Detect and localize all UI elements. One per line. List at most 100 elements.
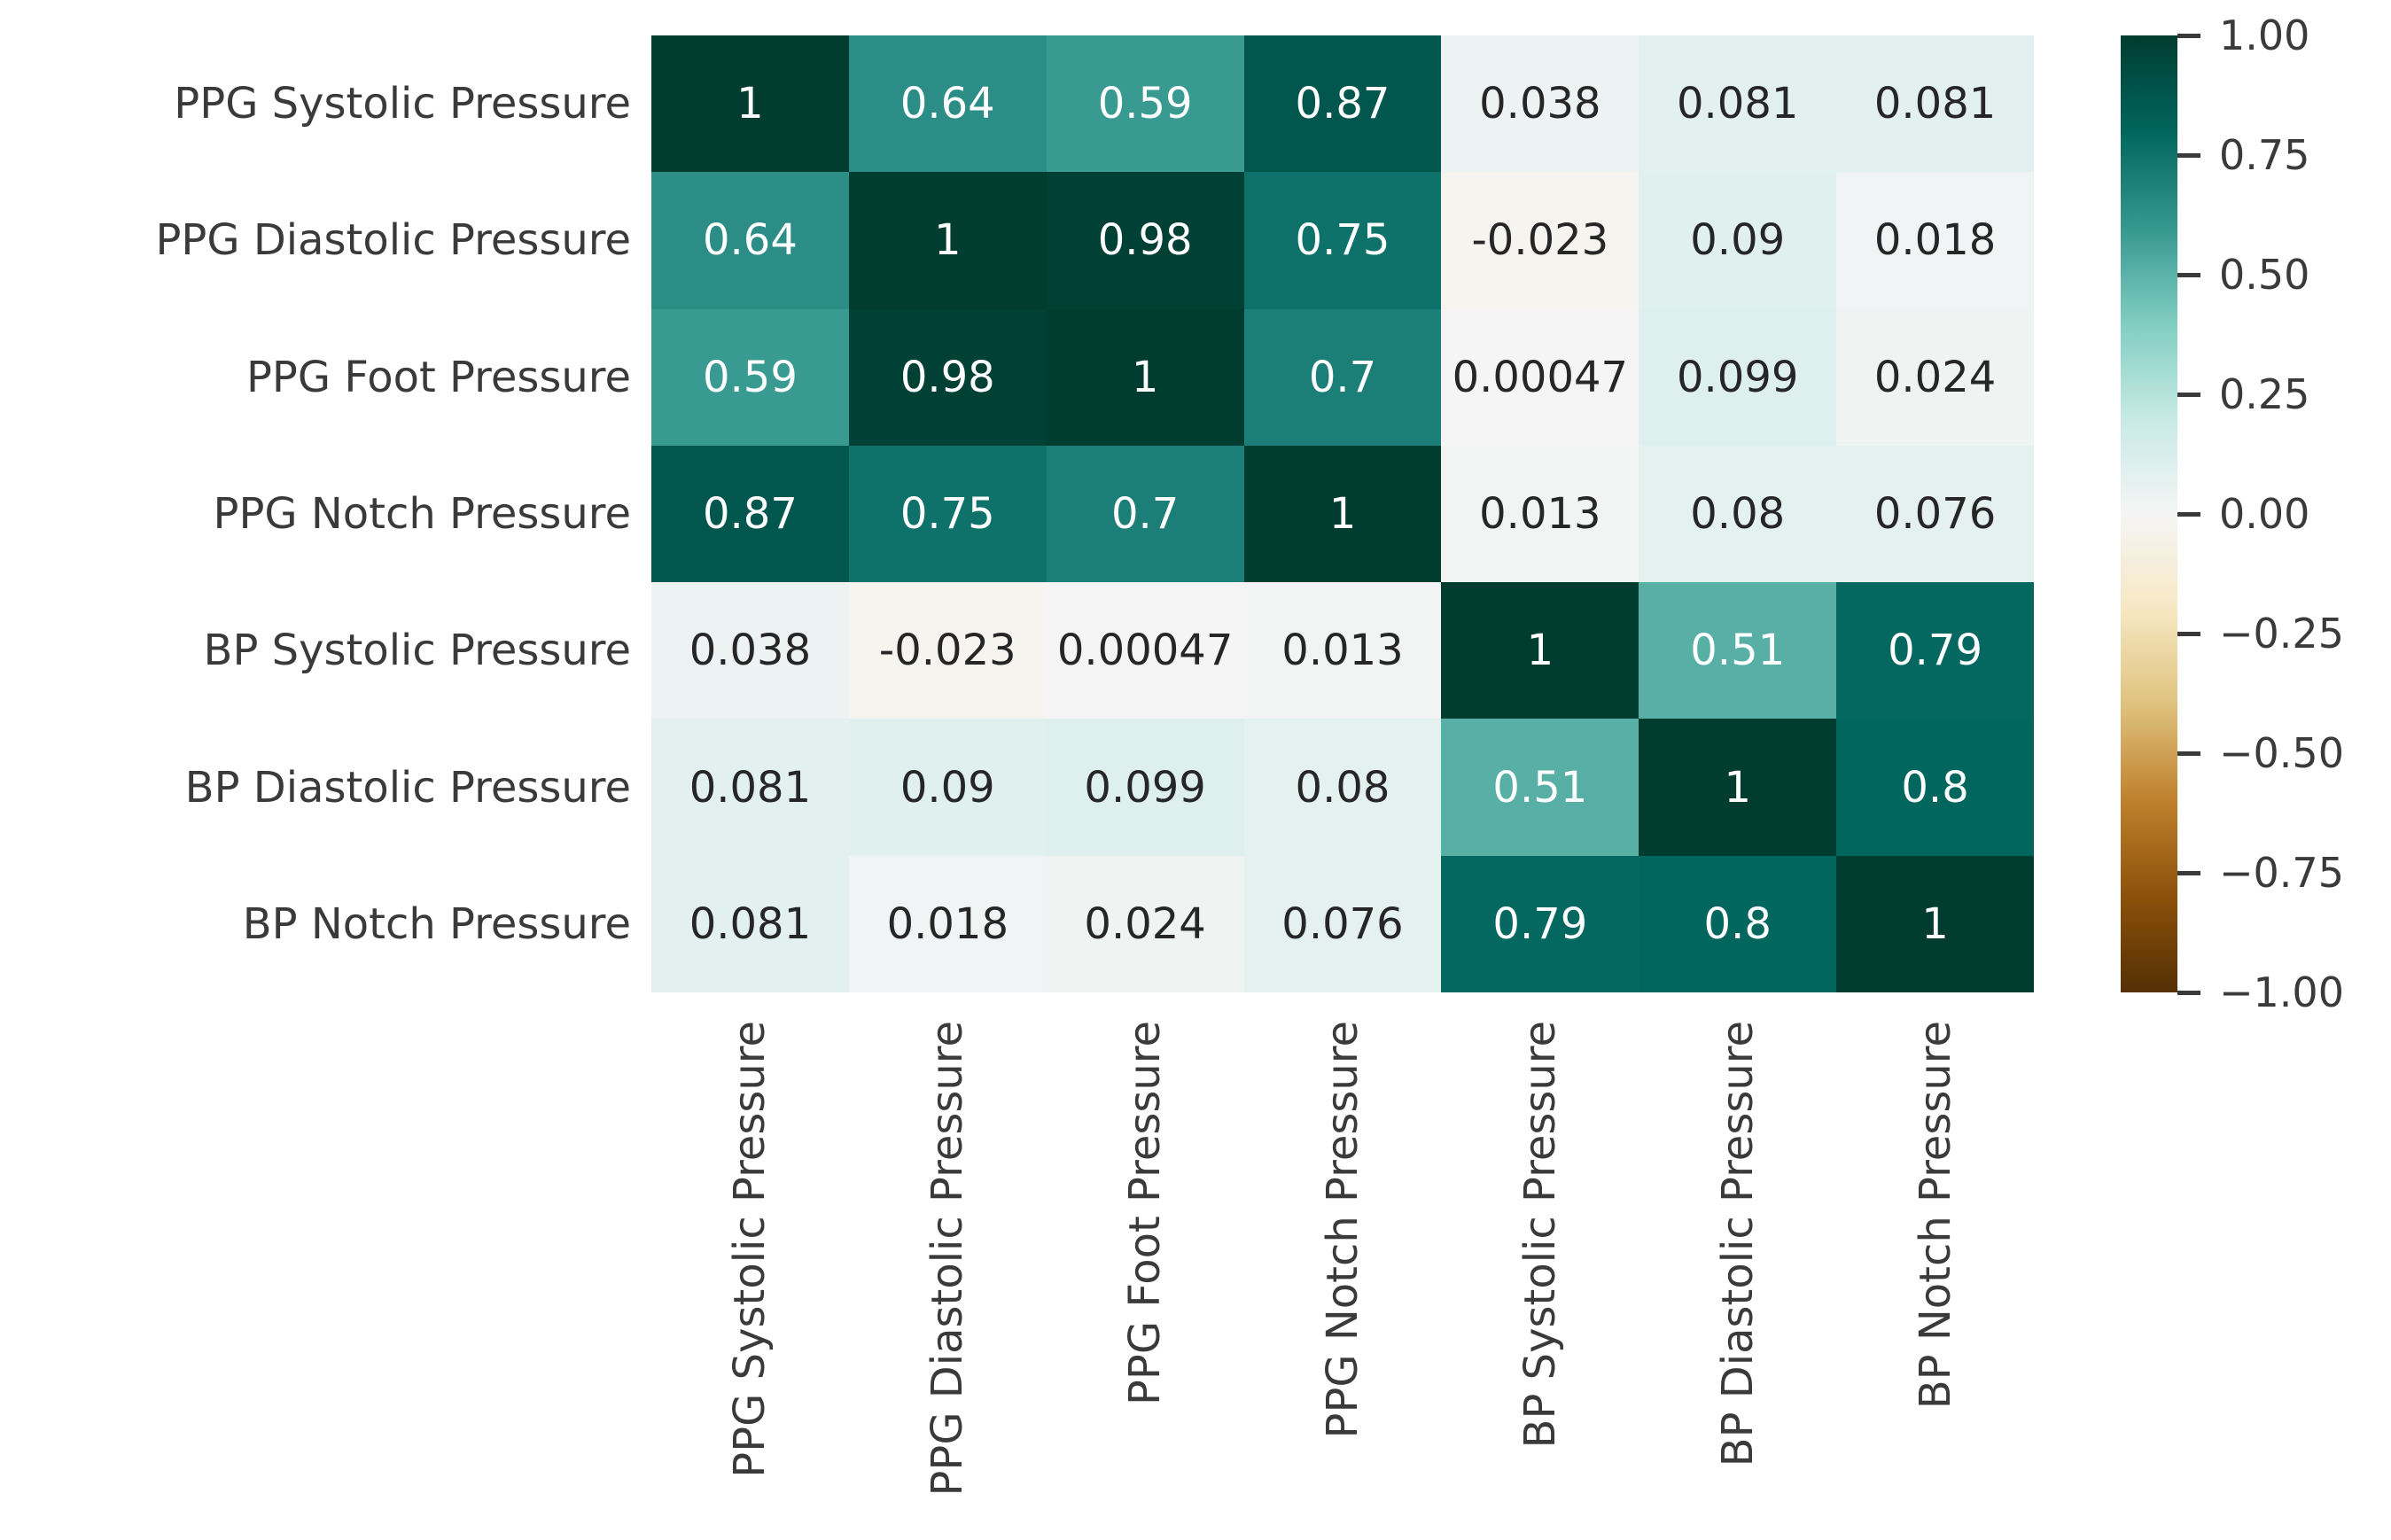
x-tick-label: BP Diastolic Pressure bbox=[1712, 1021, 1763, 1467]
y-tick-label: BP Notch Pressure bbox=[242, 898, 631, 949]
heatmap-cell: 0.75 bbox=[848, 445, 1047, 583]
colorbar-tick-label: −1.00 bbox=[2219, 968, 2344, 1016]
cell-value: 0.7 bbox=[1308, 352, 1377, 402]
heatmap-cell: -0.023 bbox=[1441, 172, 1639, 309]
cell-value: 1 bbox=[736, 79, 764, 129]
heatmap-cell: 0.038 bbox=[651, 582, 849, 719]
cell-value: 0.8 bbox=[1901, 762, 1969, 813]
colorbar-tick-mark bbox=[2177, 152, 2200, 158]
cell-value: 0.09 bbox=[1690, 215, 1786, 266]
heatmap-cell: 1 bbox=[1639, 719, 1837, 856]
heatmap-cell: 0.79 bbox=[1836, 582, 2034, 719]
colorbar-tick-mark bbox=[2177, 870, 2200, 875]
cell-value: 0.08 bbox=[1295, 762, 1390, 813]
heatmap-cell: 1 bbox=[1046, 308, 1244, 446]
cell-value: 0.081 bbox=[1873, 79, 1997, 129]
x-tick-label: PPG Notch Pressure bbox=[1318, 1021, 1367, 1439]
cell-value: 0.79 bbox=[1888, 626, 1982, 676]
heatmap-cell: 0.8 bbox=[1836, 719, 2034, 856]
heatmap-cell: 0.8 bbox=[1639, 855, 1837, 992]
heatmap-cell: 0.00047 bbox=[1441, 308, 1639, 446]
cell-value: 0.00047 bbox=[1056, 626, 1234, 676]
cell-value: 0.013 bbox=[1281, 626, 1404, 676]
heatmap-cell: 0.099 bbox=[1639, 308, 1837, 446]
cell-value: 0.75 bbox=[900, 488, 995, 539]
cell-value: 0.024 bbox=[1084, 898, 1206, 949]
colorbar-tick-mark bbox=[2177, 33, 2200, 38]
cell-value: 0.038 bbox=[1479, 79, 1601, 129]
heatmap-cell: 0.87 bbox=[651, 445, 849, 583]
colorbar-tick-mark bbox=[2177, 511, 2200, 517]
heatmap-cell: 0.081 bbox=[1836, 35, 2034, 173]
heatmap-cell: 1 bbox=[651, 35, 849, 173]
cell-value: 1 bbox=[934, 215, 962, 266]
colorbar-tick-label: 1.00 bbox=[2219, 12, 2310, 59]
heatmap-cell: 0.081 bbox=[651, 719, 849, 856]
cell-value: 1 bbox=[1724, 762, 1751, 813]
cell-value: 0.98 bbox=[900, 352, 995, 402]
heatmap-cell: 0.081 bbox=[1639, 35, 1837, 173]
cell-value: 0.98 bbox=[1097, 215, 1193, 266]
cell-value: 0.038 bbox=[689, 626, 812, 676]
heatmap-cell: 0.59 bbox=[1046, 35, 1244, 173]
cell-value: 0.64 bbox=[702, 215, 798, 266]
x-tick-label: PPG Foot Pressure bbox=[1120, 1021, 1171, 1406]
cell-value: 0.87 bbox=[702, 488, 798, 539]
cell-value: 0.51 bbox=[1690, 626, 1786, 676]
cell-value: 0.081 bbox=[689, 898, 812, 949]
cell-value: -0.023 bbox=[1471, 215, 1609, 266]
colorbar bbox=[2121, 35, 2177, 992]
cell-value: 0.024 bbox=[1873, 352, 1997, 402]
cell-value: 0.59 bbox=[702, 352, 798, 402]
heatmap-cell: 1 bbox=[848, 172, 1047, 309]
heatmap-cell: 0.018 bbox=[1836, 172, 2034, 309]
cell-value: 0.076 bbox=[1281, 898, 1404, 949]
heatmap-cell: 0.038 bbox=[1441, 35, 1639, 173]
heatmap-cell: 0.09 bbox=[1639, 172, 1837, 309]
cell-value: 1 bbox=[1921, 898, 1949, 949]
x-tick-label: BP Notch Pressure bbox=[1910, 1021, 1960, 1410]
heatmap-cell: 0.64 bbox=[651, 172, 849, 309]
heatmap-cell: 0.64 bbox=[848, 35, 1047, 173]
y-tick-label: PPG Systolic Pressure bbox=[174, 79, 631, 129]
heatmap-cell: 0.081 bbox=[651, 855, 849, 992]
heatmap-grid: 1 0.64 0.59 0.87 0.038 0.081 0.081 0.64 1 0.98 0.7… bbox=[651, 35, 2034, 992]
heatmap-cell: 1 bbox=[1243, 445, 1442, 583]
cell-value: 0.076 bbox=[1873, 488, 1997, 539]
cell-value: 0.08 bbox=[1690, 488, 1786, 539]
cell-value: 0.00047 bbox=[1452, 352, 1629, 402]
colorbar-tick-label: 0.50 bbox=[2219, 251, 2310, 299]
colorbar-tick-label: 0.75 bbox=[2219, 131, 2310, 179]
cell-value: 1 bbox=[1131, 352, 1159, 402]
cell-value: 0.87 bbox=[1295, 79, 1390, 129]
heatmap-cell: 0.75 bbox=[1243, 172, 1442, 309]
heatmap-cell: 0.024 bbox=[1046, 855, 1244, 992]
heatmap-cell: 0.099 bbox=[1046, 719, 1244, 856]
heatmap-cell: 0.076 bbox=[1243, 855, 1442, 992]
y-tick-label: PPG Notch Pressure bbox=[213, 489, 631, 539]
heatmap-cell: 0.59 bbox=[651, 308, 849, 446]
cell-value: 0.099 bbox=[1084, 762, 1206, 813]
cell-value: 0.75 bbox=[1295, 215, 1390, 266]
heatmap-cell: 1 bbox=[1441, 582, 1639, 719]
cell-value: 0.79 bbox=[1492, 898, 1588, 949]
heatmap-cell: 0.024 bbox=[1836, 308, 2034, 446]
colorbar-tick-mark bbox=[2177, 272, 2200, 277]
cell-value: 0.099 bbox=[1677, 352, 1799, 402]
cell-value: 0.013 bbox=[1479, 488, 1601, 539]
cell-value: 0.018 bbox=[886, 898, 1009, 949]
x-tick-label: PPG Systolic Pressure bbox=[725, 1021, 775, 1478]
cell-value: 0.51 bbox=[1492, 762, 1588, 813]
x-tick-label: BP Systolic Pressure bbox=[1515, 1021, 1565, 1449]
heatmap-cell: 0.076 bbox=[1836, 445, 2034, 583]
heatmap-cell: 0.013 bbox=[1243, 582, 1442, 719]
colorbar-tick-mark bbox=[2177, 990, 2200, 995]
heatmap-cell: 0.98 bbox=[1046, 172, 1244, 309]
heatmap-cell: 0.51 bbox=[1441, 719, 1639, 856]
colorbar-tick-mark bbox=[2177, 631, 2200, 636]
colorbar-tick-mark bbox=[2177, 751, 2200, 756]
heatmap-cell: 0.09 bbox=[848, 719, 1047, 856]
cell-value: -0.023 bbox=[878, 626, 1016, 676]
heatmap-cell: 1 bbox=[1836, 855, 2034, 992]
colorbar-tick-label: −0.25 bbox=[2219, 610, 2344, 657]
